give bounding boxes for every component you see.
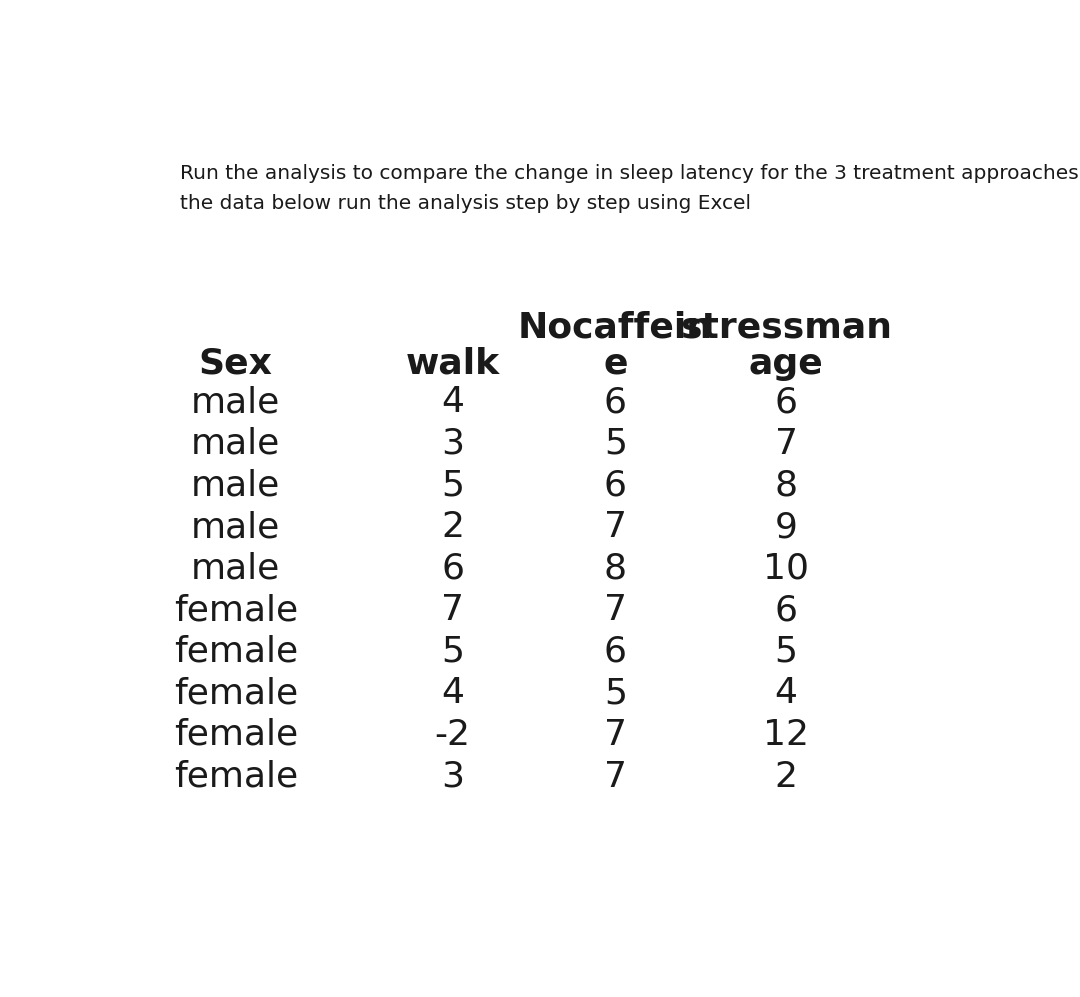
Text: male: male	[191, 469, 281, 502]
Text: male: male	[191, 551, 281, 585]
Text: 6: 6	[604, 635, 627, 669]
Text: 5: 5	[442, 469, 464, 502]
Text: Sex: Sex	[199, 347, 272, 381]
Text: 5: 5	[604, 676, 627, 710]
Text: 2: 2	[774, 760, 797, 794]
Text: 2: 2	[442, 510, 464, 544]
Text: 4: 4	[442, 676, 464, 710]
Text: 6: 6	[442, 551, 464, 585]
Text: 7: 7	[442, 593, 464, 627]
Text: 6: 6	[774, 385, 797, 420]
Text: 4: 4	[774, 676, 797, 710]
Text: 7: 7	[604, 760, 627, 794]
Text: 8: 8	[774, 469, 797, 502]
Text: 7: 7	[774, 427, 797, 461]
Text: e: e	[604, 347, 627, 381]
Text: 6: 6	[604, 385, 627, 420]
Text: 5: 5	[604, 427, 627, 461]
Text: 9: 9	[774, 510, 797, 544]
Text: male: male	[191, 427, 281, 461]
Text: age: age	[748, 347, 823, 381]
Text: -2: -2	[435, 718, 471, 752]
Text: female: female	[174, 718, 298, 752]
Text: 7: 7	[604, 593, 627, 627]
Text: 4: 4	[442, 385, 464, 420]
Text: the data below run the analysis step by step using Excel: the data below run the analysis step by …	[180, 193, 751, 212]
Text: male: male	[191, 385, 281, 420]
Text: walk: walk	[406, 347, 500, 381]
Text: 3: 3	[442, 427, 464, 461]
Text: 3: 3	[442, 760, 464, 794]
Text: stressman: stressman	[680, 311, 892, 345]
Text: 10: 10	[762, 551, 809, 585]
Text: 7: 7	[604, 510, 627, 544]
Text: 5: 5	[774, 635, 797, 669]
Text: female: female	[174, 676, 298, 710]
Text: 6: 6	[604, 469, 627, 502]
Text: Run the analysis to compare the change in sleep latency for the 3 treatment appr: Run the analysis to compare the change i…	[180, 165, 1080, 183]
Text: female: female	[174, 760, 298, 794]
Text: female: female	[174, 635, 298, 669]
Text: 6: 6	[774, 593, 797, 627]
Text: female: female	[174, 593, 298, 627]
Text: 12: 12	[762, 718, 809, 752]
Text: male: male	[191, 510, 281, 544]
Text: 5: 5	[442, 635, 464, 669]
Text: Nocaffein: Nocaffein	[518, 311, 713, 345]
Text: 7: 7	[604, 718, 627, 752]
Text: 8: 8	[604, 551, 627, 585]
